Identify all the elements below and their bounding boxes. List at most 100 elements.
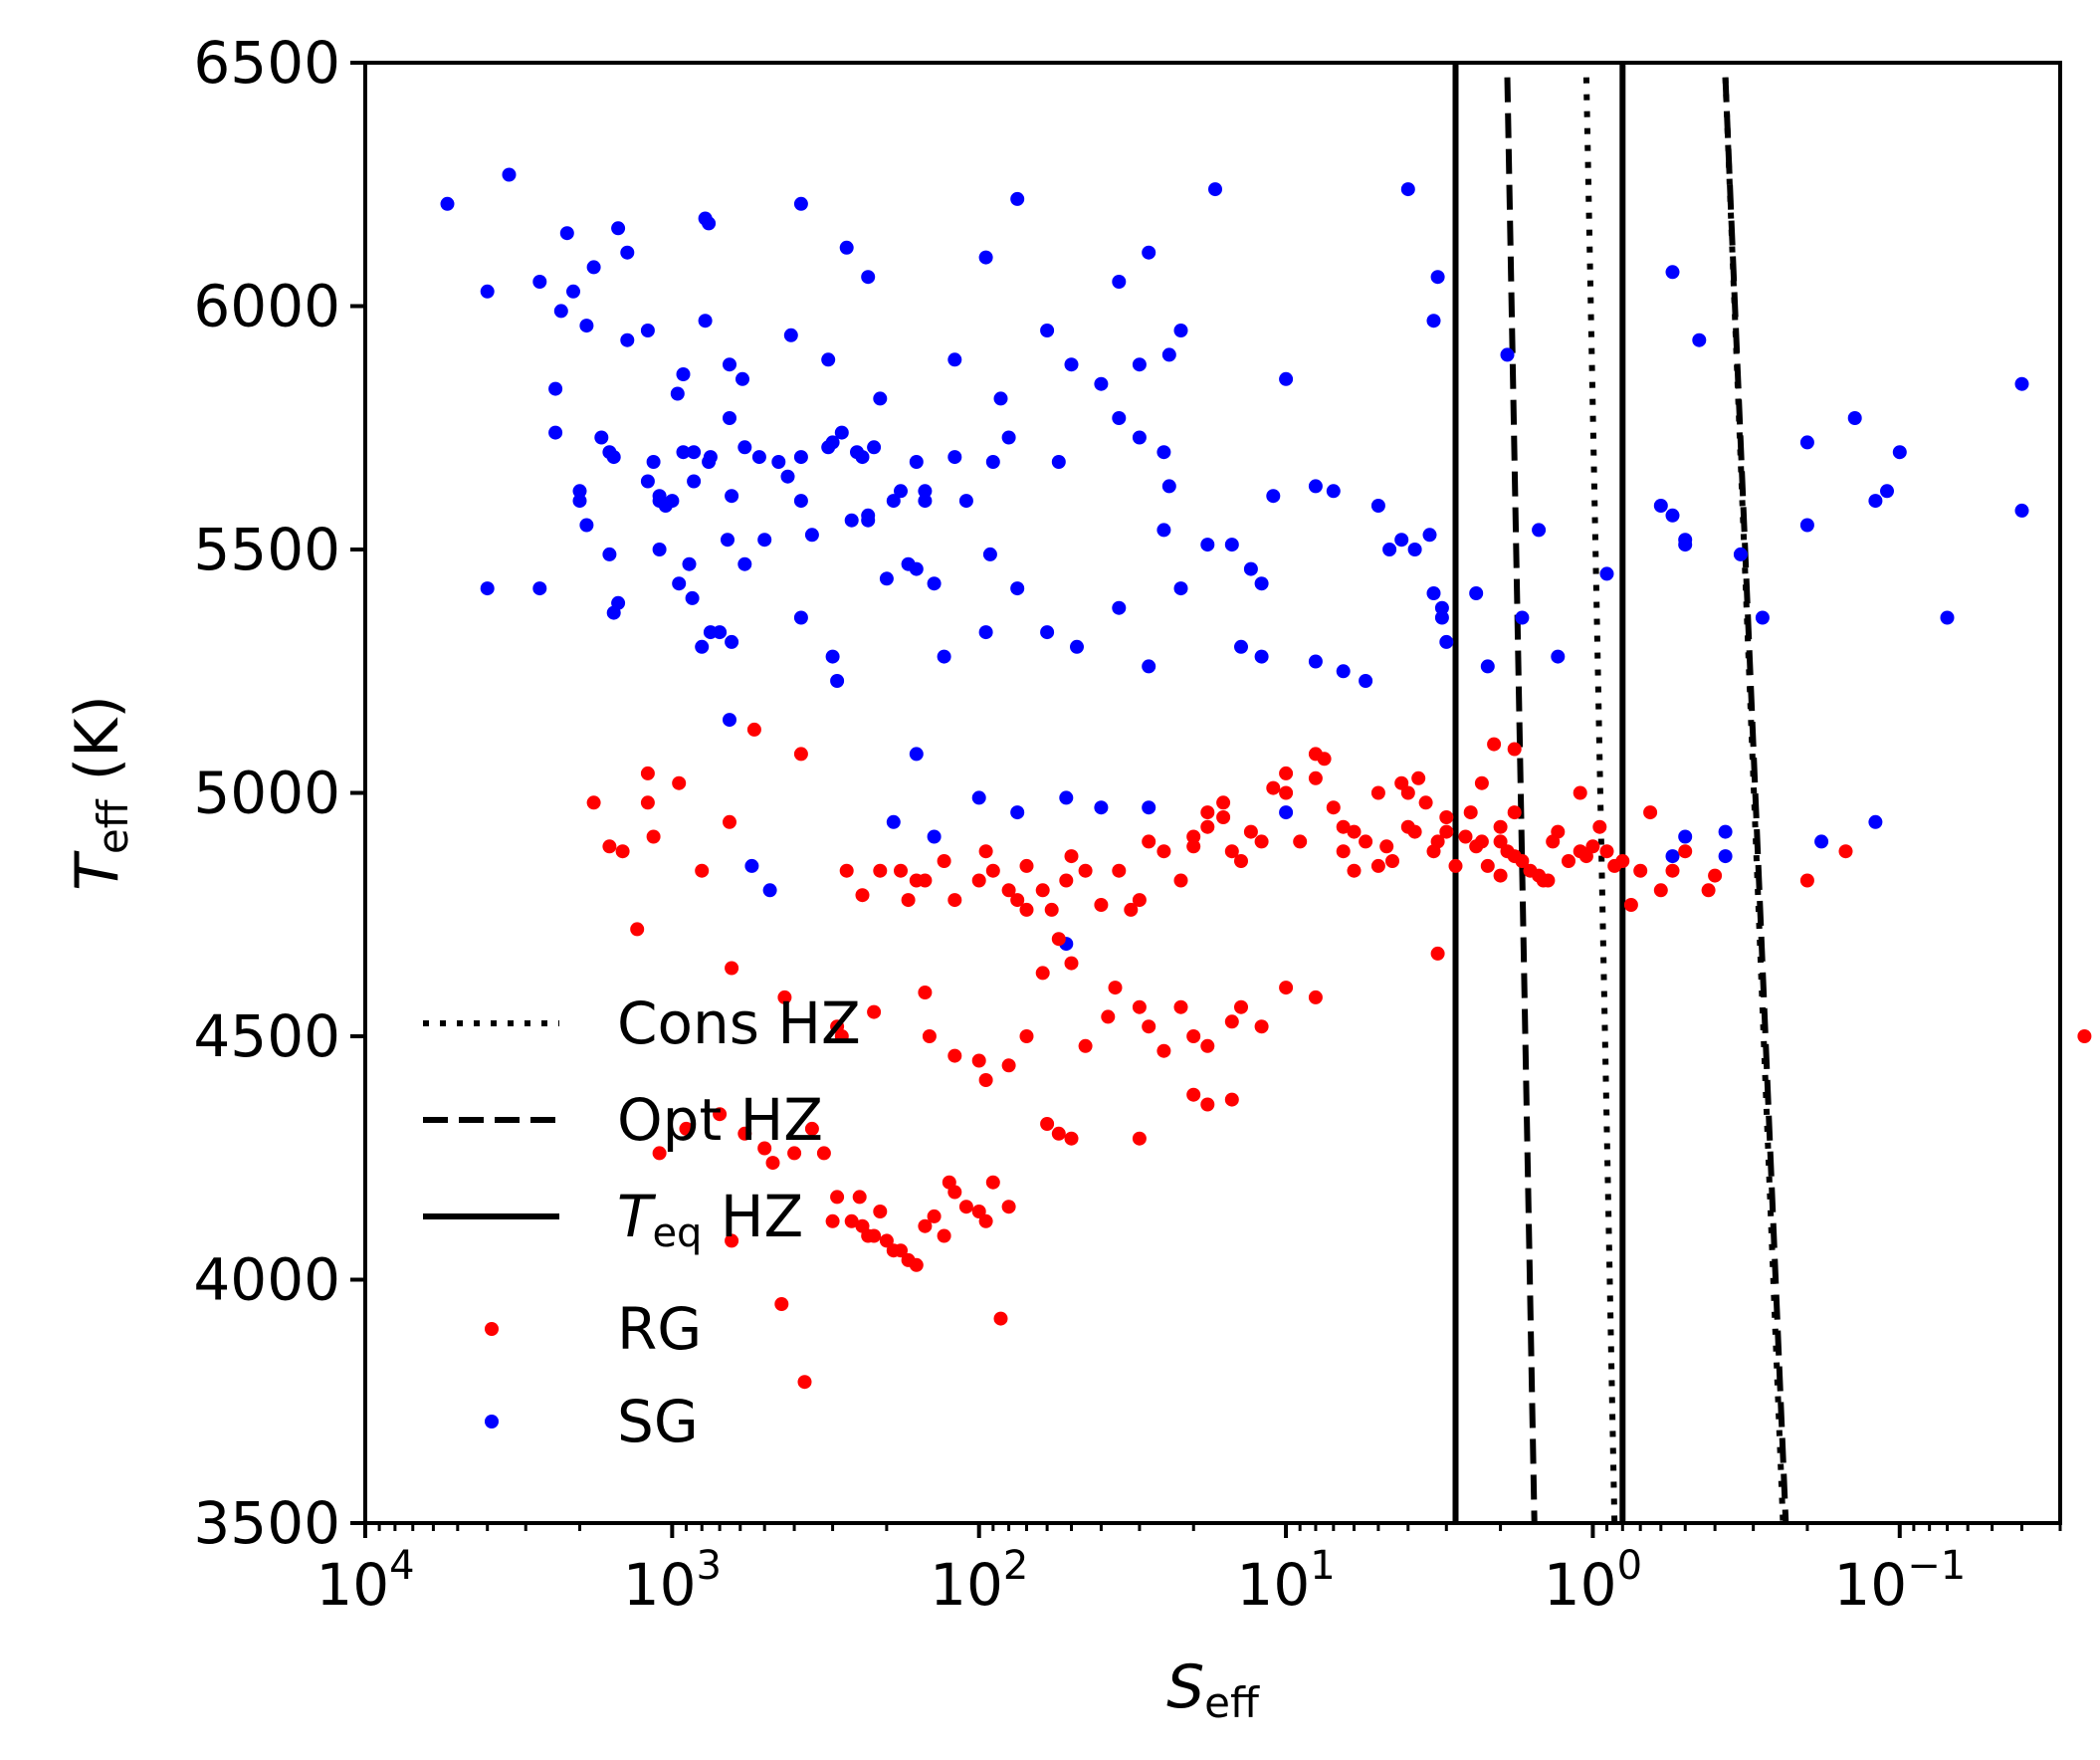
point-sg xyxy=(1847,411,1862,425)
point-rg xyxy=(1216,795,1231,810)
series-rg xyxy=(586,722,2092,1390)
point-rg xyxy=(1173,999,1188,1014)
legend-label-rg: RG xyxy=(617,1295,702,1363)
legend-item-sg: SG xyxy=(485,1388,699,1455)
point-rg xyxy=(918,1218,933,1233)
point-rg xyxy=(1418,795,1433,810)
point-rg xyxy=(1200,1097,1215,1112)
point-sg xyxy=(1434,600,1449,615)
point-rg xyxy=(1623,898,1638,912)
point-sg xyxy=(1142,245,1156,260)
point-sg xyxy=(721,533,735,548)
point-rg xyxy=(757,1141,772,1156)
point-rg xyxy=(774,1297,789,1311)
point-sg xyxy=(1010,805,1025,820)
point-rg xyxy=(1370,858,1385,873)
point-rg xyxy=(1112,863,1127,878)
point-rg xyxy=(978,844,993,859)
legend-item-rg: RG xyxy=(485,1295,702,1363)
point-rg xyxy=(1439,824,1454,839)
point-rg xyxy=(927,1209,942,1223)
point-sg xyxy=(978,625,993,640)
point-rg xyxy=(1615,854,1630,868)
point-rg xyxy=(2077,1029,2092,1043)
point-rg xyxy=(1347,824,1362,839)
point-rg xyxy=(1051,1126,1066,1141)
point-sg xyxy=(1422,528,1437,543)
point-rg xyxy=(985,863,1000,878)
point-rg xyxy=(1317,752,1332,767)
point-sg xyxy=(958,494,973,509)
y-axis-label-sub: eff xyxy=(89,798,137,854)
point-sg xyxy=(602,547,617,561)
y-tick-label: 3500 xyxy=(193,1489,340,1557)
point-rg xyxy=(787,1146,802,1161)
point-rg xyxy=(1132,893,1147,908)
point-sg xyxy=(676,445,691,460)
point-sg xyxy=(1161,347,1176,362)
point-sg xyxy=(1733,547,1748,561)
point-rg xyxy=(1701,883,1716,898)
point-sg xyxy=(1308,479,1323,494)
point-sg xyxy=(672,576,687,591)
point-sg xyxy=(1692,332,1707,347)
point-rg xyxy=(1266,780,1281,795)
point-sg xyxy=(762,883,777,898)
point-rg xyxy=(855,888,870,903)
point-sg xyxy=(1799,435,1814,450)
point-sg xyxy=(1112,600,1127,615)
point-rg xyxy=(1359,834,1373,849)
point-sg xyxy=(947,450,962,465)
point-rg xyxy=(1347,863,1362,878)
point-sg xyxy=(611,595,626,610)
point-sg xyxy=(695,639,710,654)
point-sg xyxy=(1010,581,1025,596)
point-rg xyxy=(1643,805,1658,820)
point-sg xyxy=(1426,314,1441,329)
point-rg xyxy=(1186,1087,1201,1102)
point-sg xyxy=(579,518,594,533)
point-rg xyxy=(602,839,617,854)
hz-line-dashed-3 xyxy=(1722,77,1789,1524)
point-rg xyxy=(947,893,962,908)
point-sg xyxy=(1001,430,1016,445)
point-sg xyxy=(652,543,667,556)
point-rg xyxy=(852,1190,867,1205)
x-axis-label-main: S xyxy=(1166,1652,1204,1722)
point-rg xyxy=(640,795,655,810)
point-rg xyxy=(1493,819,1508,834)
point-sg xyxy=(1665,508,1680,523)
point-rg xyxy=(1411,770,1426,785)
point-rg xyxy=(1585,839,1600,854)
point-sg xyxy=(703,450,718,465)
point-rg xyxy=(1592,819,1607,834)
point-sg xyxy=(1430,270,1445,285)
point-sg xyxy=(821,352,836,367)
point-rg xyxy=(1059,873,1074,888)
point-sg xyxy=(834,425,849,440)
point-rg xyxy=(971,873,986,888)
point-sg xyxy=(1439,634,1454,649)
point-rg xyxy=(1507,742,1522,757)
point-sg xyxy=(1480,659,1495,674)
point-rg xyxy=(1653,883,1668,898)
y-tick-label: 4000 xyxy=(193,1246,340,1314)
point-rg xyxy=(1156,844,1171,859)
point-rg xyxy=(1573,785,1587,800)
point-rg xyxy=(1035,966,1050,981)
point-sg xyxy=(783,328,798,342)
point-rg xyxy=(1678,844,1693,859)
point-sg xyxy=(480,581,495,596)
point-sg xyxy=(1814,834,1829,849)
point-rg xyxy=(1336,819,1351,834)
legend-item-opt-hz: Opt HZ xyxy=(423,1086,823,1154)
point-rg xyxy=(630,922,645,937)
series-sg xyxy=(440,167,2029,952)
point-rg xyxy=(993,1311,1008,1326)
point-rg xyxy=(1234,854,1248,868)
point-sg xyxy=(793,196,808,211)
point-sg xyxy=(1370,499,1385,513)
point-sg xyxy=(532,275,547,289)
point-sg xyxy=(937,649,951,664)
